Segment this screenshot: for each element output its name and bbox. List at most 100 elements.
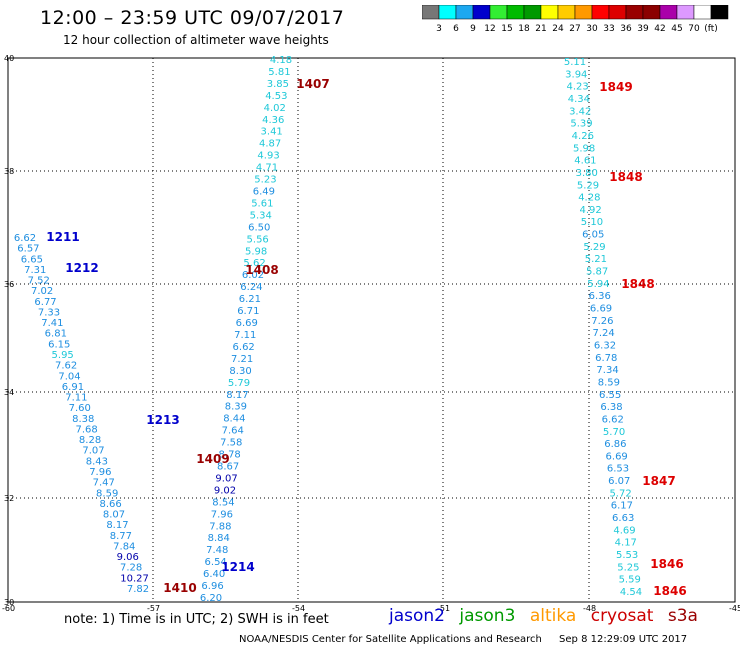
swh-value-s3a: 6.69 bbox=[236, 318, 258, 329]
pass-label: 1848 bbox=[621, 277, 654, 291]
pass-label: 1847 bbox=[642, 474, 675, 488]
units-note: note: 1) Time is in UTC; 2) SWH is in fe… bbox=[64, 612, 329, 627]
swh-value-jason2: 7.28 bbox=[120, 563, 142, 574]
legend-label: 36 bbox=[620, 24, 632, 34]
legend-label: 21 bbox=[535, 24, 546, 34]
page-title: 12:00 – 23:59 UTC 09/07/2017 bbox=[40, 7, 345, 29]
y-tick-label: 36 bbox=[4, 280, 14, 289]
swh-value-jason2: 7.52 bbox=[28, 276, 50, 287]
swh-value-cryosat: 4.92 bbox=[579, 205, 601, 216]
swh-value-cryosat: 6.38 bbox=[600, 402, 622, 413]
swh-value-jason2: 6.57 bbox=[17, 244, 39, 255]
pass-label: 1410 bbox=[163, 581, 196, 595]
pass-label: 1409 bbox=[196, 452, 229, 466]
swh-value-cryosat: 4.28 bbox=[578, 193, 600, 204]
swh-value-s3a: 6.71 bbox=[237, 306, 259, 317]
swh-value-jason2: 7.84 bbox=[113, 541, 135, 552]
pass-label: 1213 bbox=[146, 413, 179, 427]
swh-value-s3a: 6.02 bbox=[242, 270, 264, 281]
x-tick-label: -54 bbox=[292, 604, 305, 613]
x-tick-label: -45 bbox=[729, 604, 740, 613]
legend-label: 39 bbox=[637, 24, 649, 34]
swh-value-jason2: 7.11 bbox=[65, 393, 87, 404]
swh-value-s3a: 8.44 bbox=[223, 414, 245, 425]
swh-value-jason2: 8.07 bbox=[103, 510, 125, 521]
y-tick-label: 40 bbox=[4, 54, 14, 63]
color-scale-legend: 3 6 9 12 15 18 21 24 27 30 33 36 39 42 45 70 (ft) bbox=[422, 5, 729, 34]
sat-label-jason3: jason3 bbox=[459, 606, 516, 626]
swh-value-cryosat: 6.69 bbox=[606, 451, 628, 462]
swh-value-s3a: 4.93 bbox=[257, 151, 279, 162]
swh-value-jason2: 7.02 bbox=[31, 286, 53, 297]
swh-value-jason2: 8.66 bbox=[99, 499, 121, 510]
swh-value-cryosat: 5.70 bbox=[603, 427, 625, 438]
x-tick-label: -60 bbox=[2, 604, 15, 613]
swh-value-cryosat: 4.34 bbox=[568, 94, 590, 105]
swh-value-cryosat: 3.42 bbox=[569, 106, 591, 117]
pass-label: 1846 bbox=[650, 557, 683, 571]
swh-value-cryosat: 6.63 bbox=[612, 513, 634, 524]
swh-value-cryosat: 4.26 bbox=[572, 131, 594, 142]
legend-label: 30 bbox=[586, 24, 598, 34]
swh-value-cryosat: 5.87 bbox=[586, 267, 608, 278]
swh-value-cryosat: 6.07 bbox=[608, 476, 630, 487]
swh-value-s3a: 5.81 bbox=[268, 67, 290, 78]
legend-label: 24 bbox=[552, 24, 564, 34]
sat-label-jason2: jason2 bbox=[389, 606, 445, 626]
swh-value-cryosat: 7.24 bbox=[593, 328, 615, 339]
sat-label-altika: altika bbox=[529, 606, 577, 626]
swh-value-s3a: 5.34 bbox=[250, 210, 272, 221]
swh-value-cryosat: 3.80 bbox=[576, 168, 598, 179]
swh-value-jason2: 7.31 bbox=[24, 265, 46, 276]
swh-value-s3a: 7.88 bbox=[209, 521, 231, 532]
pass-label: 1848 bbox=[609, 170, 642, 184]
credit-line: NOAA/NESDIS Center for Satellite Applica… bbox=[239, 634, 687, 645]
legend-label: 18 bbox=[518, 24, 530, 34]
swh-value-s3a: 8.17 bbox=[226, 390, 248, 401]
swh-value-s3a: 4.02 bbox=[264, 103, 286, 114]
swh-value-jason2: 9.06 bbox=[117, 552, 139, 563]
swh-value-cryosat: 6.17 bbox=[611, 501, 633, 512]
swh-value-cryosat: 3.94 bbox=[565, 69, 587, 80]
swh-value-cryosat: 5.72 bbox=[609, 488, 631, 499]
swh-value-jason2: 8.77 bbox=[110, 531, 132, 542]
swh-value-cryosat: 5.29 bbox=[583, 242, 605, 253]
generated-timestamp: Sep 8 12:29:09 UTC 2017 bbox=[559, 634, 688, 645]
swh-value-cryosat: 6.78 bbox=[595, 353, 617, 364]
swh-value-cryosat: 6.32 bbox=[594, 340, 616, 351]
swh-value-jason2: 7.41 bbox=[41, 318, 63, 329]
swh-value-cryosat: 6.53 bbox=[607, 464, 629, 475]
swh-value-s3a: 3.41 bbox=[261, 127, 283, 138]
swh-value-jason2: 7.60 bbox=[69, 403, 91, 414]
map-frame bbox=[7, 57, 736, 603]
swh-value-s3a: 6.20 bbox=[200, 593, 222, 604]
swh-value-s3a: 5.23 bbox=[254, 175, 276, 186]
swh-value-jason2: 7.33 bbox=[38, 307, 60, 318]
swh-value-cryosat: 5.39 bbox=[570, 119, 592, 130]
swh-value-jason2: 5.95 bbox=[52, 350, 74, 361]
swh-value-jason2: 6.62 bbox=[14, 233, 36, 244]
swh-value-jason2: 6.65 bbox=[21, 254, 43, 265]
swh-value-s3a: 6.21 bbox=[239, 294, 261, 305]
swh-value-s3a: 6.96 bbox=[201, 581, 223, 592]
legend-label: 12 bbox=[484, 24, 495, 34]
swh-value-jason2: 7.07 bbox=[82, 446, 104, 457]
swh-value-cryosat: 4.69 bbox=[613, 525, 635, 536]
y-tick-label: 34 bbox=[4, 388, 14, 397]
swh-value-cryosat: 4.61 bbox=[574, 156, 596, 167]
swh-value-cryosat: 4.23 bbox=[566, 82, 588, 93]
swh-value-jason2: 6.81 bbox=[45, 329, 67, 340]
swh-value-s3a: 4.87 bbox=[259, 139, 281, 150]
swh-value-jason2: 6.15 bbox=[48, 339, 70, 350]
swh-value-jason2: 7.68 bbox=[76, 424, 98, 435]
swh-value-jason2: 8.59 bbox=[96, 488, 118, 499]
pass-label: 1407 bbox=[296, 77, 329, 91]
sat-label-cryosat: cryosat bbox=[590, 606, 654, 626]
x-tick-label: -51 bbox=[437, 604, 450, 613]
swh-value-jason2: 6.91 bbox=[62, 382, 84, 393]
legend-label: 9 bbox=[470, 24, 476, 34]
y-tick-label: 38 bbox=[4, 167, 14, 176]
swh-value-cryosat: 8.59 bbox=[598, 377, 620, 388]
swh-value-cryosat: 6.62 bbox=[602, 414, 624, 425]
